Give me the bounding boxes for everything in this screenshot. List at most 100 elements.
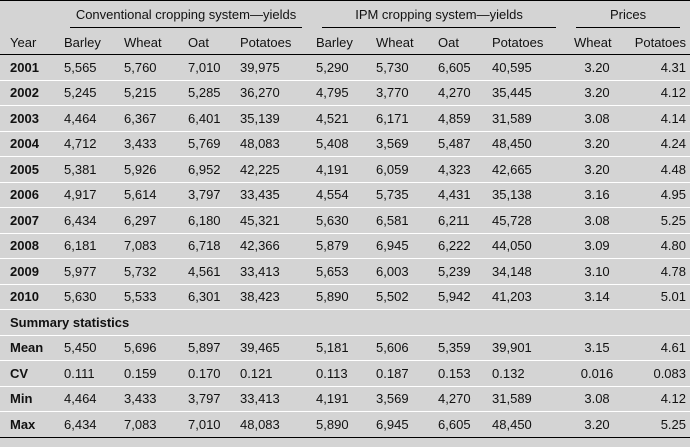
header-blank [0,0,60,31]
table-cell: 3.16 [566,182,629,208]
table-cell: 7,010 [184,411,236,438]
table-cell: 6,434 [60,411,120,438]
table-cell: 3.20 [566,411,629,438]
column-header: Potatoes [628,30,690,55]
column-header: Barley [312,30,373,55]
row-label: Mean [0,335,60,361]
table-cell: 6,297 [120,207,184,234]
table-row: 2010 5,630 5,533 6,301 38,423 5,890 5,502 5,942… [0,284,690,310]
table-cell: 4.31 [628,54,690,81]
table-cell: 0.153 [434,360,489,387]
group-conventional-label: Conventional cropping system—yields [70,4,303,28]
table-cell: 0.170 [184,360,236,387]
table-cell: 3.14 [566,284,629,310]
table-cell: 34,148 [488,258,567,285]
table-cell: 5,769 [184,131,236,157]
table-cell: 4.61 [628,335,690,361]
table-cell: 5,730 [372,54,435,81]
row-label: 2008 [0,233,60,259]
table-row: 2009 5,977 5,732 4,561 33,413 5,653 6,003 5,239… [0,258,690,285]
table-cell: 6,171 [372,105,435,132]
table-cell: 39,465 [236,335,313,361]
column-header: Oat [184,30,236,55]
table-cell: 6,945 [372,233,435,259]
table-cell: 4,859 [434,105,489,132]
table-cell: 6,718 [184,233,236,259]
table-row: 2003 4,464 6,367 6,401 35,139 4,521 6,171 4,859… [0,105,690,132]
table-cell: 4.95 [628,182,690,208]
table-cell: 38,423 [236,284,313,310]
table-cell: 0.113 [312,360,373,387]
table-cell: 5,408 [312,131,373,157]
table-header: Conventional cropping system—yields IPM … [0,0,690,55]
table-cell: 40,595 [488,54,567,81]
row-label: Min [0,386,60,412]
table-cell: 4.24 [628,131,690,157]
table-row: CV 0.111 0.159 0.170 0.121 0.113 0.187 0.153 0.1… [0,360,690,387]
group-conventional: Conventional cropping system—yields [60,0,313,31]
table-cell: 0.121 [236,360,313,387]
table-cell: 3,797 [184,182,236,208]
table-cell: 6,181 [60,233,120,259]
table-cell: 35,138 [488,182,567,208]
table-cell: 5,890 [312,284,373,310]
table-row: Max 6,434 7,083 7,010 48,083 5,890 6,945 6,605 4… [0,411,690,438]
table-cell: 5,879 [312,233,373,259]
table-cell: 5.01 [628,284,690,310]
table-cell: 0.111 [60,360,120,387]
table-cell: 4,917 [60,182,120,208]
table-cell: 42,366 [236,233,313,259]
row-label: 2007 [0,207,60,234]
table-cell: 3,433 [120,131,184,157]
table-cell: 3,770 [372,80,435,106]
table-cell: 0.159 [120,360,184,387]
table-cell: 4,191 [312,386,373,412]
table-cell: 4,431 [434,182,489,208]
table-cell: 39,975 [236,54,313,81]
table-cell: 6,605 [434,54,489,81]
table-row: 2001 5,565 5,760 7,010 39,975 5,290 5,730 6,605… [0,54,690,81]
table-cell: 3.08 [566,386,629,412]
table-cell: 6,003 [372,258,435,285]
table-cell: 35,139 [236,105,313,132]
table-cell: 5,215 [120,80,184,106]
table-cell: 5,732 [120,258,184,285]
table-cell: 3,569 [372,386,435,412]
table-cell: 44,050 [488,233,567,259]
table-cell: 31,589 [488,105,567,132]
row-label: CV [0,360,60,387]
table-cell: 4,712 [60,131,120,157]
table-cell: 33,435 [236,182,313,208]
table-cell: 4.78 [628,258,690,285]
group-prices: Prices [566,0,690,31]
table-cell: 5,977 [60,258,120,285]
table-cell: 3,569 [372,131,435,157]
yields-prices-table: Conventional cropping system—yields IPM … [0,0,690,438]
table-cell: 4,554 [312,182,373,208]
column-header-year: Year [0,30,60,55]
table-cell: 3.15 [566,335,629,361]
table-cell: 35,445 [488,80,567,106]
table-cell: 5,502 [372,284,435,310]
table-cell: 3.10 [566,258,629,285]
table-cell: 4,270 [434,386,489,412]
table-row: 2008 6,181 7,083 6,718 42,366 5,879 6,945 6,222… [0,233,690,259]
table-cell: 4.12 [628,80,690,106]
table-cell: 33,413 [236,386,313,412]
table-cell: 5,533 [120,284,184,310]
table-cell: 5,942 [434,284,489,310]
table-cell: 5.25 [628,207,690,234]
table-row: Min 4,464 3,433 3,797 33,413 4,191 3,569 4,270 3… [0,386,690,412]
table-row: 2005 5,381 5,926 6,952 42,225 4,191 6,059 4,323… [0,156,690,183]
row-label: 2005 [0,156,60,183]
table-cell: 48,450 [488,411,567,438]
table-cell: 3.20 [566,54,629,81]
table-cell: 5,487 [434,131,489,157]
table-cell: 39,901 [488,335,567,361]
table-row: 2004 4,712 3,433 5,769 48,083 5,408 3,569 5,487… [0,131,690,157]
table-cell: 4.14 [628,105,690,132]
table-cell: 5,381 [60,156,120,183]
table-cell: 5,614 [120,182,184,208]
table-cell: 5.25 [628,411,690,438]
table-cell: 5,606 [372,335,435,361]
